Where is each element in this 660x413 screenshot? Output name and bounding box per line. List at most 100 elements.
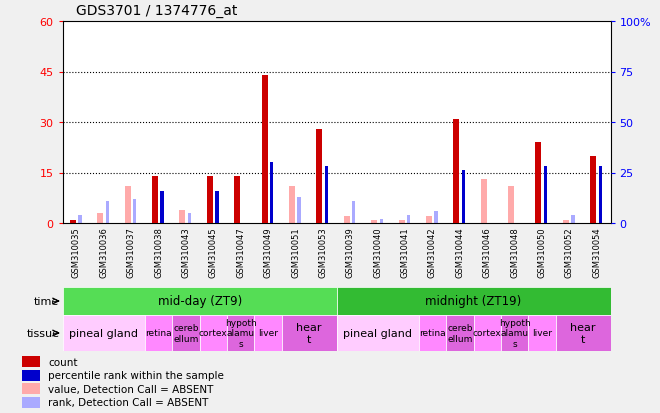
Bar <box>261 187 267 223</box>
Bar <box>337 287 610 315</box>
Bar <box>234 210 240 223</box>
Text: pineal gland: pineal gland <box>343 328 412 338</box>
Bar <box>535 143 541 223</box>
Bar <box>599 167 602 223</box>
Bar <box>399 220 405 223</box>
Text: liver: liver <box>258 329 278 338</box>
Text: value, Detection Call = ABSENT: value, Detection Call = ABSENT <box>48 384 214 394</box>
Text: GSM310042: GSM310042 <box>428 227 437 277</box>
Bar <box>180 210 185 223</box>
Bar <box>160 191 164 223</box>
Bar <box>133 199 137 223</box>
Text: cortex: cortex <box>473 329 502 338</box>
Text: liver: liver <box>532 329 552 338</box>
Bar <box>199 315 227 351</box>
Text: mid-day (ZT9): mid-day (ZT9) <box>158 295 242 308</box>
Bar <box>145 315 172 351</box>
Bar <box>79 216 82 223</box>
Bar <box>70 220 76 223</box>
Bar <box>379 219 383 223</box>
Text: GSM310043: GSM310043 <box>182 227 191 277</box>
Text: GSM310041: GSM310041 <box>401 227 410 277</box>
Text: count: count <box>48 357 78 367</box>
Bar <box>207 210 213 223</box>
Text: hypoth
alamu
s: hypoth alamu s <box>499 318 531 348</box>
Bar <box>590 156 596 223</box>
Text: rank, Detection Call = ABSENT: rank, Detection Call = ABSENT <box>48 397 209 407</box>
Bar <box>207 176 213 223</box>
Bar <box>462 171 465 223</box>
Bar <box>106 201 109 223</box>
Text: midnight (ZT19): midnight (ZT19) <box>426 295 521 308</box>
Bar <box>344 217 350 223</box>
Text: GSM310049: GSM310049 <box>263 227 273 277</box>
Bar <box>426 217 432 223</box>
Bar <box>544 167 547 223</box>
Text: time: time <box>34 296 59 306</box>
Text: retina: retina <box>419 329 446 338</box>
Text: GSM310047: GSM310047 <box>236 227 246 277</box>
Text: GSM310036: GSM310036 <box>99 227 108 278</box>
Bar <box>22 397 40 408</box>
Bar <box>563 220 569 223</box>
Bar <box>215 191 218 223</box>
Text: tissue: tissue <box>26 328 59 338</box>
Text: retina: retina <box>145 329 172 338</box>
Bar <box>215 197 218 223</box>
Text: GSM310053: GSM310053 <box>318 227 327 277</box>
Bar <box>453 180 459 223</box>
Bar <box>529 315 556 351</box>
Text: GSM310037: GSM310037 <box>127 227 136 278</box>
Text: cereb
ellum: cereb ellum <box>173 323 199 343</box>
Bar <box>474 315 501 351</box>
Bar <box>352 201 356 223</box>
Bar <box>453 119 459 223</box>
Bar <box>63 315 145 351</box>
Bar <box>125 187 131 223</box>
Text: GSM310039: GSM310039 <box>346 227 355 277</box>
Bar <box>289 187 295 223</box>
Text: percentile rank within the sample: percentile rank within the sample <box>48 370 224 380</box>
Bar <box>434 211 438 223</box>
Bar <box>172 315 199 351</box>
Bar <box>70 220 76 223</box>
Text: cereb
ellum: cereb ellum <box>447 323 473 343</box>
Bar <box>188 214 191 223</box>
Bar <box>282 315 337 351</box>
Bar <box>22 383 40 394</box>
Text: GSM310040: GSM310040 <box>373 227 382 277</box>
Text: hear
t: hear t <box>296 323 322 344</box>
Text: hypoth
alamu
s: hypoth alamu s <box>225 318 257 348</box>
Bar <box>63 287 337 315</box>
Text: GSM310038: GSM310038 <box>154 227 163 278</box>
Bar <box>407 216 411 223</box>
Text: cortex: cortex <box>199 329 228 338</box>
Bar <box>501 315 529 351</box>
Text: GSM310048: GSM310048 <box>510 227 519 277</box>
Text: hear
t: hear t <box>570 323 596 344</box>
Bar <box>556 315 611 351</box>
Bar <box>316 129 322 223</box>
Text: GSM310052: GSM310052 <box>565 227 574 277</box>
Bar <box>22 357 40 368</box>
Text: GSM310054: GSM310054 <box>592 227 601 277</box>
Bar <box>371 220 377 223</box>
Text: GSM310051: GSM310051 <box>291 227 300 277</box>
Bar <box>480 180 486 223</box>
Text: GSM310035: GSM310035 <box>72 227 81 277</box>
Text: GSM310050: GSM310050 <box>537 227 546 277</box>
Bar <box>22 370 40 381</box>
Bar <box>261 76 267 223</box>
Bar <box>572 216 575 223</box>
Bar <box>152 176 158 223</box>
Bar <box>418 315 446 351</box>
Text: GSM310046: GSM310046 <box>482 227 492 277</box>
Bar <box>227 315 255 351</box>
Bar <box>270 163 273 223</box>
Bar <box>508 187 514 223</box>
Text: GDS3701 / 1374776_at: GDS3701 / 1374776_at <box>76 4 238 18</box>
Bar <box>97 214 103 223</box>
Text: GSM310045: GSM310045 <box>209 227 218 277</box>
Bar <box>234 176 240 223</box>
Text: GSM310044: GSM310044 <box>455 227 465 277</box>
